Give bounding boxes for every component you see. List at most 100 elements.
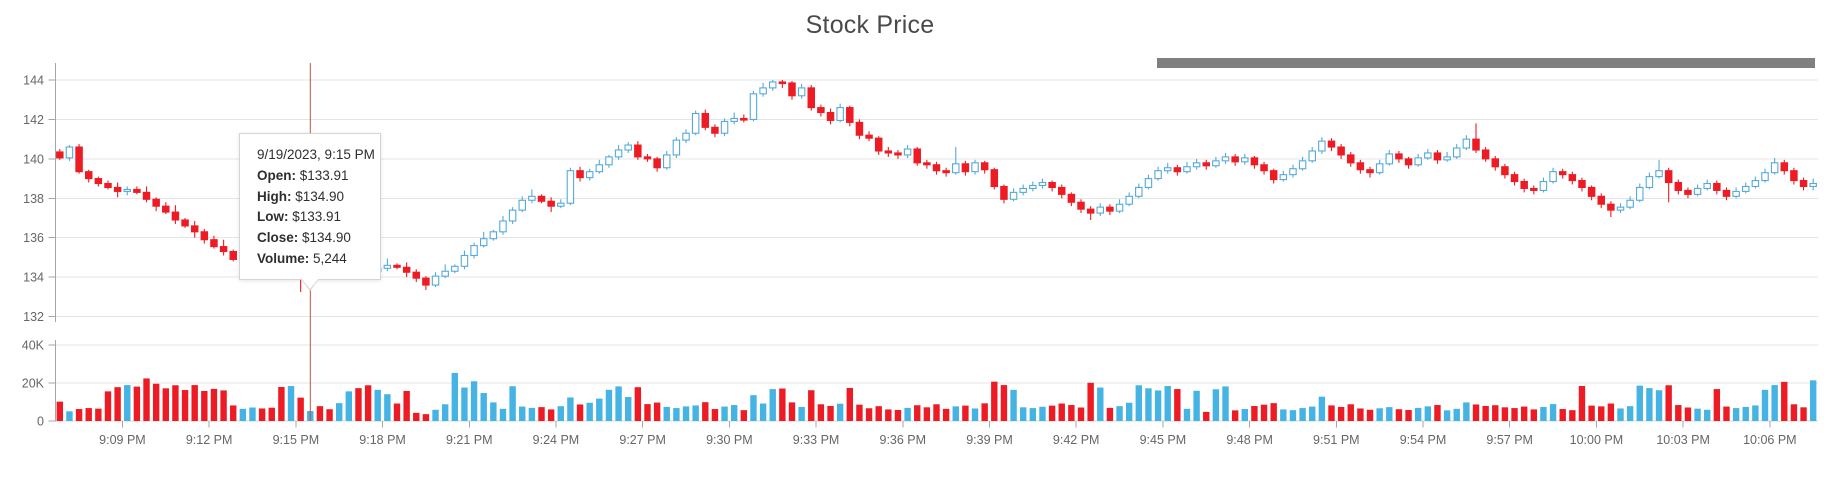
candle[interactable] [720,120,729,134]
volume-bar[interactable] [336,403,343,421]
volume-bar[interactable] [1790,404,1798,421]
candle[interactable] [1231,156,1239,163]
candle[interactable] [1655,170,1663,178]
volume-bar[interactable] [894,409,902,421]
volume-bar[interactable] [702,402,709,421]
candle[interactable] [210,239,218,248]
candle[interactable] [1510,174,1519,183]
candle[interactable] [1347,154,1355,164]
volume-bar[interactable] [162,388,169,421]
volume-bar[interactable] [933,404,940,421]
volume-bar[interactable] [567,397,574,421]
candle[interactable] [219,246,228,253]
volume-bar[interactable] [759,403,767,421]
candle[interactable] [142,191,151,200]
candle[interactable] [884,150,893,154]
candle[interactable] [1308,150,1316,162]
candle[interactable] [1809,182,1817,188]
candle[interactable] [778,81,787,85]
volume-bar[interactable] [66,411,73,421]
volume-bar[interactable] [1414,407,1422,421]
volume-bar[interactable] [1145,388,1152,421]
candle[interactable] [1780,162,1789,172]
candle[interactable] [1279,174,1288,181]
candle[interactable] [402,266,411,273]
volume-bar[interactable] [1655,390,1663,421]
volume-bar[interactable] [711,409,719,421]
volume-bar[interactable] [740,410,748,421]
candle[interactable] [1491,158,1500,168]
volume-bar[interactable] [788,402,796,421]
candle[interactable] [672,139,681,156]
volume-bar[interactable] [1135,385,1143,421]
candle[interactable] [788,82,796,97]
candle[interactable] [980,162,989,171]
volume-bar[interactable] [1569,410,1576,421]
candle[interactable] [1501,166,1509,176]
candle[interactable] [691,112,700,134]
candle[interactable] [749,93,758,120]
volume-bar[interactable] [210,388,218,421]
volume-bar[interactable] [278,386,285,421]
candle[interactable] [431,275,440,286]
volume-bar[interactable] [1116,406,1123,421]
candle[interactable] [653,158,661,169]
volume-bar[interactable] [904,407,911,421]
volume-bar[interactable] [152,383,160,421]
volume-bar[interactable] [413,412,420,421]
volume-bar[interactable] [1482,405,1489,421]
volume-bar[interactable] [692,405,699,421]
volume-bar[interactable] [1511,408,1518,421]
volume-bar[interactable] [1549,404,1557,421]
candle[interactable] [1684,189,1692,195]
candle[interactable] [1558,171,1567,176]
volume-bar[interactable] [1328,405,1335,421]
candle[interactable] [1183,166,1191,173]
volume-bar[interactable] [576,404,584,421]
candle[interactable] [508,209,517,222]
volume-bar[interactable] [509,386,516,421]
volume-bar[interactable] [1260,404,1268,421]
candle[interactable] [1029,184,1037,189]
volume-bar[interactable] [1154,390,1162,421]
candle[interactable] [730,117,738,122]
candle[interactable] [759,87,767,95]
volume-bar[interactable] [663,406,670,421]
volume-bar[interactable] [1453,408,1460,421]
volume-bar[interactable] [249,407,256,421]
volume-bar[interactable] [287,386,295,421]
volume-bar[interactable] [1048,405,1056,421]
candle[interactable] [1722,189,1731,197]
volume-bar[interactable] [1125,402,1133,421]
volume-bar[interactable] [461,387,468,421]
volume-bar[interactable] [1463,402,1470,421]
scrollbar-thumb[interactable] [1157,58,1815,68]
volume-bar[interactable] [682,406,690,421]
volume-bar[interactable] [1646,388,1653,421]
volume-bar[interactable] [846,387,853,421]
volume-bar[interactable] [95,408,102,421]
candle[interactable] [152,198,160,207]
volume-bar[interactable] [1520,406,1528,421]
candle[interactable] [1626,199,1634,208]
volume-bar[interactable] [1742,406,1749,421]
volume-bar[interactable] [856,404,863,421]
volume-bar[interactable] [1039,406,1046,421]
candle[interactable] [1298,160,1307,170]
candle[interactable] [200,231,209,241]
candle[interactable] [961,163,970,173]
candle[interactable] [1356,162,1365,171]
volume-bar[interactable] [1299,408,1306,421]
candle[interactable] [518,199,526,211]
candle[interactable] [1462,138,1471,149]
volume-bar[interactable] [1029,408,1037,421]
volume-bar[interactable] [721,406,728,421]
candle[interactable] [460,254,469,267]
candle[interactable] [1241,157,1249,163]
candle[interactable] [1404,158,1413,166]
volume-bar[interactable] [258,408,266,421]
volume-bar[interactable] [1251,405,1258,421]
candle[interactable] [1154,170,1162,180]
candle[interactable] [643,156,652,160]
volume-bar[interactable] [1598,406,1605,421]
